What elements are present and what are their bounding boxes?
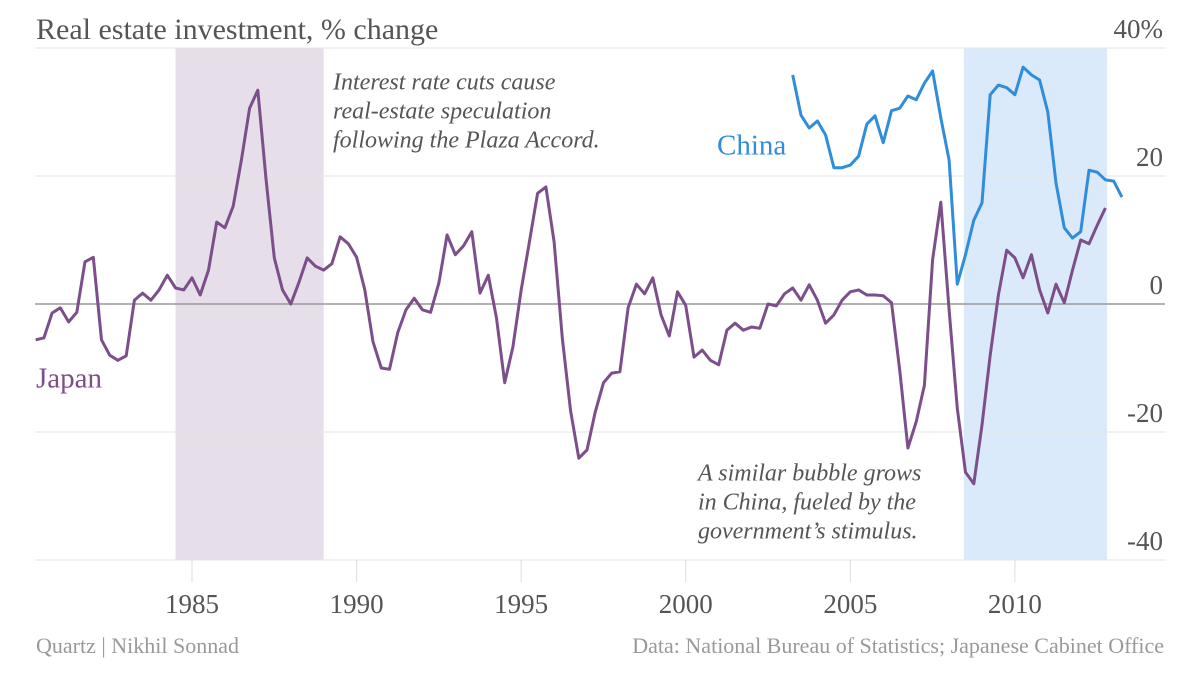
- y-tick-label: -20: [1127, 398, 1163, 428]
- x-tick-label: 2005: [823, 589, 877, 619]
- annotation: A similar bubble grows: [696, 461, 921, 487]
- annotation: following the Plaza Accord.: [333, 128, 600, 154]
- annotation: government’s stimulus.: [698, 519, 918, 545]
- annotation: in China, fueled by the: [698, 490, 916, 516]
- x-tick-label: 1990: [330, 589, 384, 619]
- chart-title: Real estate investment, % change: [36, 13, 438, 46]
- x-tick-label: 2000: [659, 589, 713, 619]
- x-tick-label: 1985: [165, 589, 219, 619]
- source-left: Quartz | Nikhil Sonnad: [36, 633, 239, 658]
- annotation: Interest rate cuts cause: [332, 70, 556, 96]
- source-right: Data: National Bureau of Statistics; Jap…: [632, 633, 1164, 658]
- series-label: China: [717, 130, 786, 162]
- annotation: real-estate speculation: [333, 99, 551, 125]
- series-label: Japan: [36, 363, 103, 395]
- series-line: [35, 88, 1107, 486]
- y-tick-label: 20: [1136, 142, 1163, 172]
- y-tick-label: -40: [1127, 526, 1163, 556]
- x-tick-label: 1995: [494, 589, 548, 619]
- y-tick-label: 40%: [1114, 14, 1164, 44]
- series-line: [791, 65, 1124, 286]
- x-tick-label: 2010: [988, 589, 1042, 619]
- y-tick-label: 0: [1150, 270, 1164, 300]
